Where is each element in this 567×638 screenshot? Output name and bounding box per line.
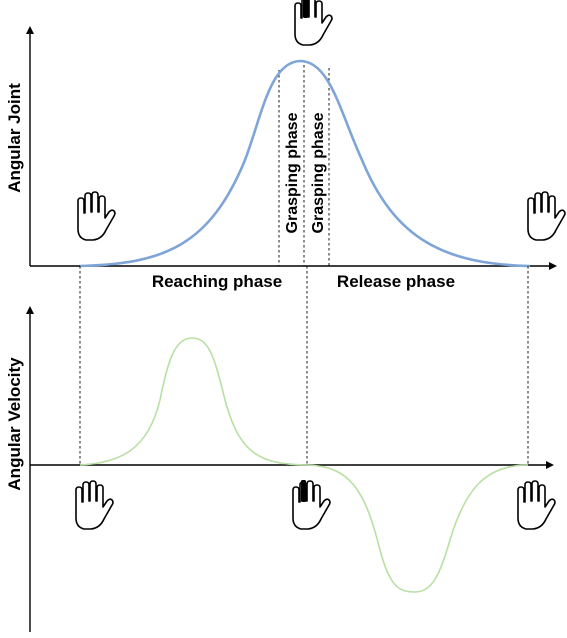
- reaching-phase-label: Reaching phase: [152, 272, 282, 291]
- angular-velocity-curve: [79, 337, 529, 593]
- open-hand-icon: [75, 480, 114, 530]
- grasping-hand-icon: [294, 0, 333, 46]
- angular-joint-curve: [79, 59, 531, 268]
- open-hand-icon: [517, 480, 556, 530]
- bottom-y-axis-label: Angular Velocity: [5, 357, 24, 491]
- open-hand-icon: [527, 191, 566, 241]
- grasping-phase-label-1: Grasping phase: [284, 112, 301, 233]
- open-hand-icon: [77, 191, 116, 241]
- grasping-phase-label-2: Grasping phase: [310, 112, 327, 233]
- grasping-hand-icon: [292, 479, 331, 530]
- top-panel: Angular Joint Reaching phase Release pha…: [5, 0, 566, 291]
- bottom-panel: Angular Velocity: [5, 306, 556, 632]
- release-phase-label: Release phase: [337, 272, 455, 291]
- top-y-axis-label: Angular Joint: [5, 83, 24, 193]
